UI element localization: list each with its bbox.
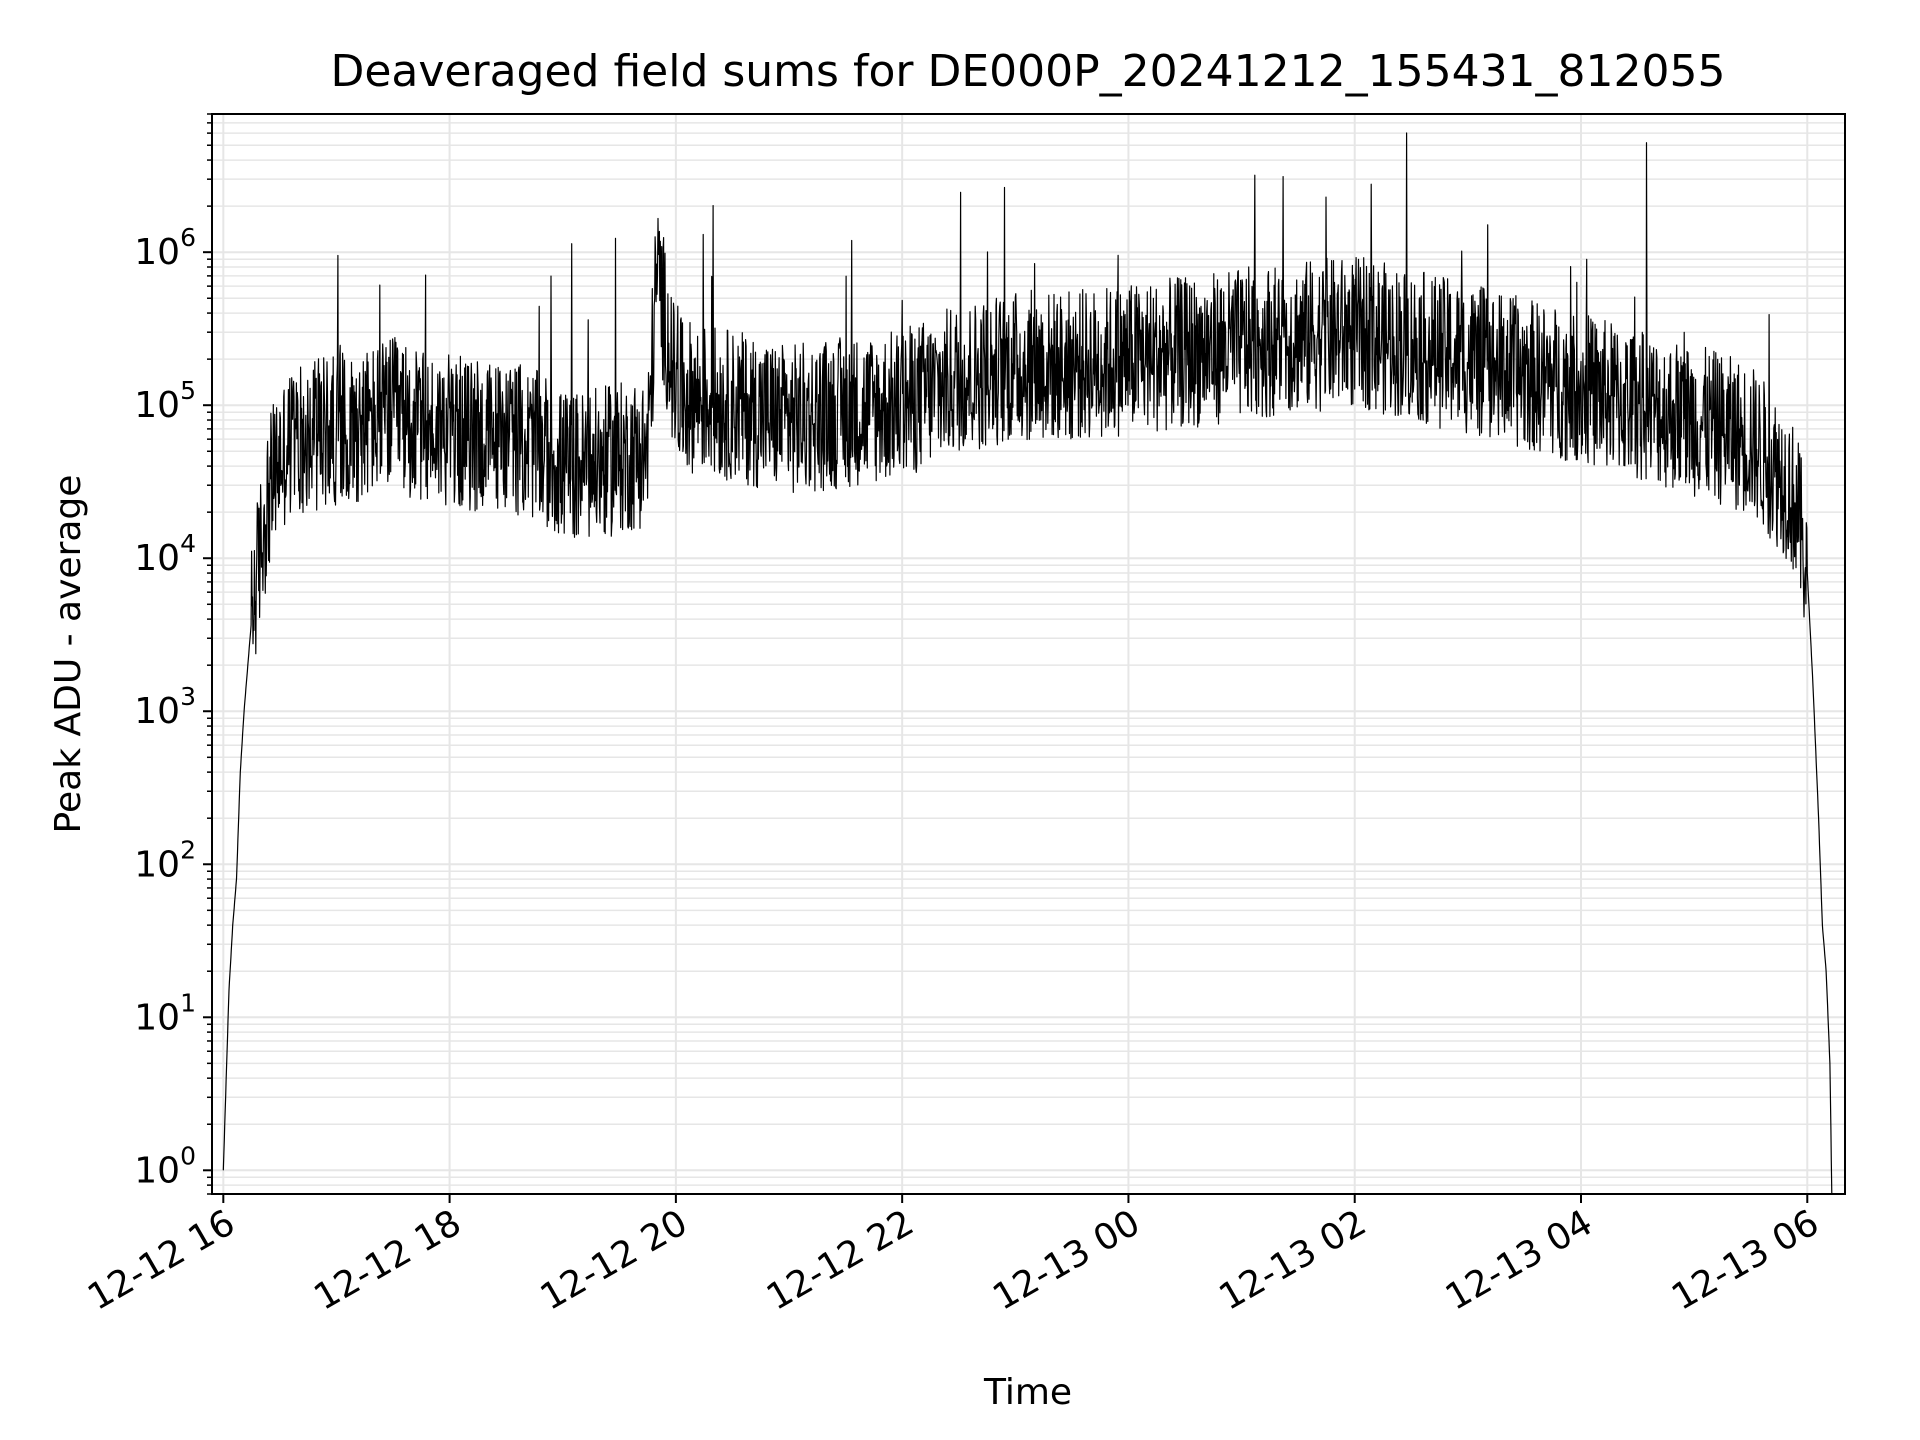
x-tick-label: 12-12 16 [81,1202,242,1318]
y-tick-exponent: 5 [180,376,196,405]
series-line-0 [222,132,1833,1195]
y-tick-label: 103 [134,682,196,732]
y-tick-base: 10 [134,691,180,732]
x-tick-label: 12-13 02 [1213,1202,1374,1318]
y-axis-label: Peak ADU - average [48,475,89,834]
y-tick-label: 104 [134,529,196,579]
y-tick-base: 10 [134,538,180,579]
y-tick-exponent: 6 [180,223,196,252]
x-tick-label: 12-13 04 [1439,1202,1600,1318]
y-tick-base: 10 [134,1150,180,1191]
x-axis-label: Time [983,1372,1072,1413]
y-tick-label: 105 [134,376,196,426]
y-tick-base: 10 [134,997,180,1038]
y-tick-label: 102 [134,835,196,885]
y-tick-exponent: 2 [180,835,196,864]
y-tick-base: 10 [134,844,180,885]
chart-title: Deaveraged field sums for DE000P_2024121… [330,46,1725,97]
x-tick-label: 12-13 06 [1665,1202,1826,1318]
y-tick-base: 10 [134,385,180,426]
y-tick-label: 101 [134,988,196,1038]
y-tick-exponent: 1 [180,988,196,1017]
x-tick-label: 12-12 22 [760,1202,921,1318]
y-tick-exponent: 0 [180,1141,196,1170]
y-tick-base: 10 [134,232,180,273]
y-tick-exponent: 3 [180,682,196,711]
y-tick-exponent: 4 [180,529,196,558]
y-tick-label: 100 [134,1141,196,1191]
series-layer [222,132,1833,1195]
x-tick-label: 12-13 00 [986,1202,1147,1318]
x-tick-label: 12-12 18 [307,1202,468,1318]
y-tick-label: 106 [134,223,196,273]
x-tick-label: 12-12 20 [534,1202,695,1318]
grid [212,113,1845,1195]
x-axis: 12-12 16 12-12 18 12-12 20 12-12 22 12-13 00… [81,1194,1826,1319]
plot-frame [211,113,1846,1195]
